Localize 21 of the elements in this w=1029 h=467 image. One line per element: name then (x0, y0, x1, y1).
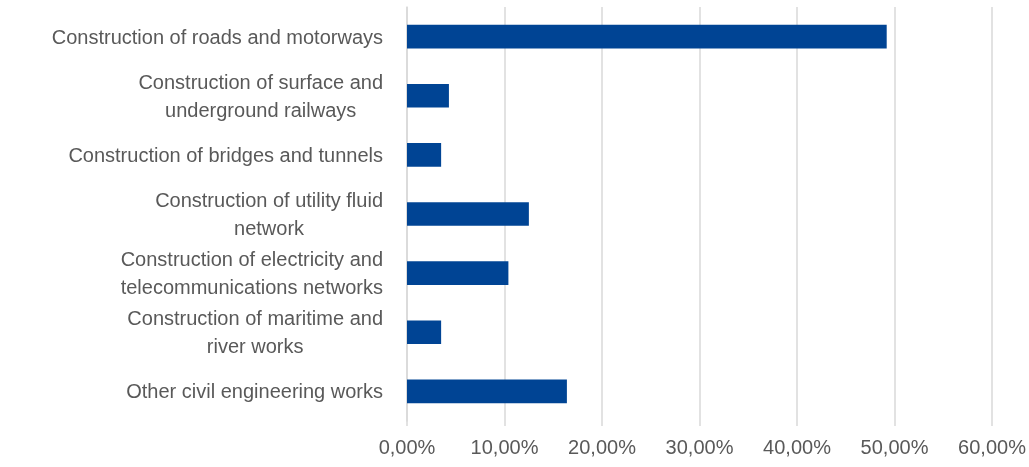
x-tick-label: 30,00% (665, 436, 734, 458)
x-tick-label: 10,00% (470, 436, 539, 458)
bar (407, 379, 567, 404)
y-tick-label: Construction of maritime and river works (127, 307, 383, 358)
bar (407, 83, 449, 108)
bar (407, 24, 887, 49)
x-tick-label: 40,00% (763, 436, 832, 458)
y-tick-label: Other civil engineering works (126, 380, 383, 403)
bar (407, 320, 442, 345)
bar (407, 261, 509, 285)
y-tick-label: Construction of utility fluid network (155, 189, 383, 239)
y-tick-label: Construction of bridges and tunnels (68, 143, 383, 166)
bar (407, 202, 529, 226)
x-tick-label: 20,00% (568, 436, 637, 458)
x-tick-label: 0,00% (378, 436, 436, 458)
y-tick-label: Construction of roads and motorways (51, 25, 384, 48)
x-tick-label: 60,00% (958, 436, 1027, 458)
x-tick-label: 50,00% (860, 436, 929, 458)
y-tick-label: Construction of surface and underground railways (138, 70, 384, 121)
y-tick-label: Construction of electricity and telecommunications networks (120, 248, 383, 299)
bar (407, 143, 442, 167)
